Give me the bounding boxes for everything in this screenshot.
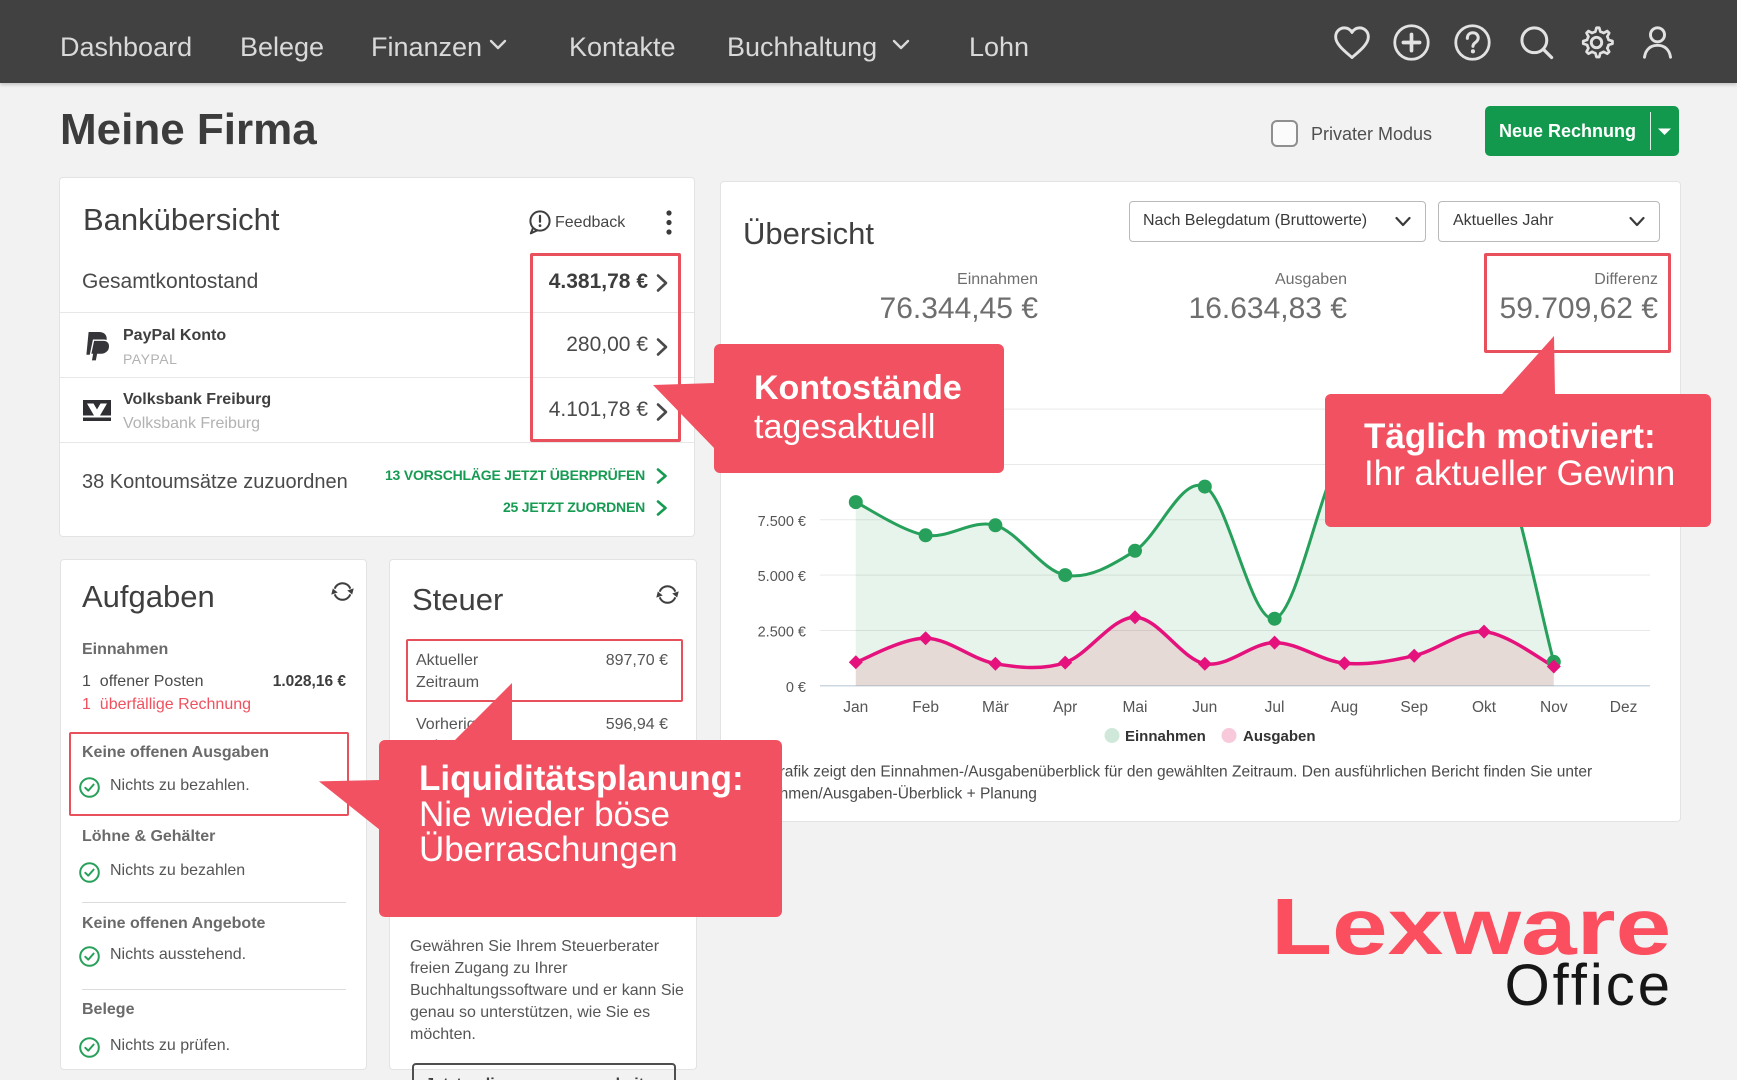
svg-text:Mai: Mai xyxy=(1123,699,1148,716)
svg-text:Jun: Jun xyxy=(1192,699,1217,716)
svg-text:7.500 €: 7.500 € xyxy=(758,514,806,530)
svg-text:Sep: Sep xyxy=(1400,699,1428,716)
svg-text:Okt: Okt xyxy=(1472,699,1497,716)
svg-text:Die Grafik zeigt den Einnahmen: Die Grafik zeigt den Einnahmen-/Ausgaben… xyxy=(740,764,1592,781)
svg-text:Nov: Nov xyxy=(1540,699,1568,716)
svg-text:Dez: Dez xyxy=(1610,699,1638,716)
svg-text:Jan: Jan xyxy=(843,699,868,716)
svg-text:Feb: Feb xyxy=(912,699,939,716)
svg-text:0 €: 0 € xyxy=(786,680,806,696)
svg-text:Einnahmen/Ausgaben-Überblick +: Einnahmen/Ausgaben-Überblick + Planung xyxy=(740,785,1037,803)
svg-text:2.500 €: 2.500 € xyxy=(758,625,806,641)
svg-text:5.000 €: 5.000 € xyxy=(758,569,806,585)
svg-text:Einnahmen: Einnahmen xyxy=(1125,728,1206,745)
svg-text:Aug: Aug xyxy=(1331,699,1359,716)
svg-text:Apr: Apr xyxy=(1053,699,1077,716)
svg-text:Mär: Mär xyxy=(982,699,1009,716)
svg-text:Jul: Jul xyxy=(1265,699,1285,716)
svg-text:Ausgaben: Ausgaben xyxy=(1243,728,1316,745)
